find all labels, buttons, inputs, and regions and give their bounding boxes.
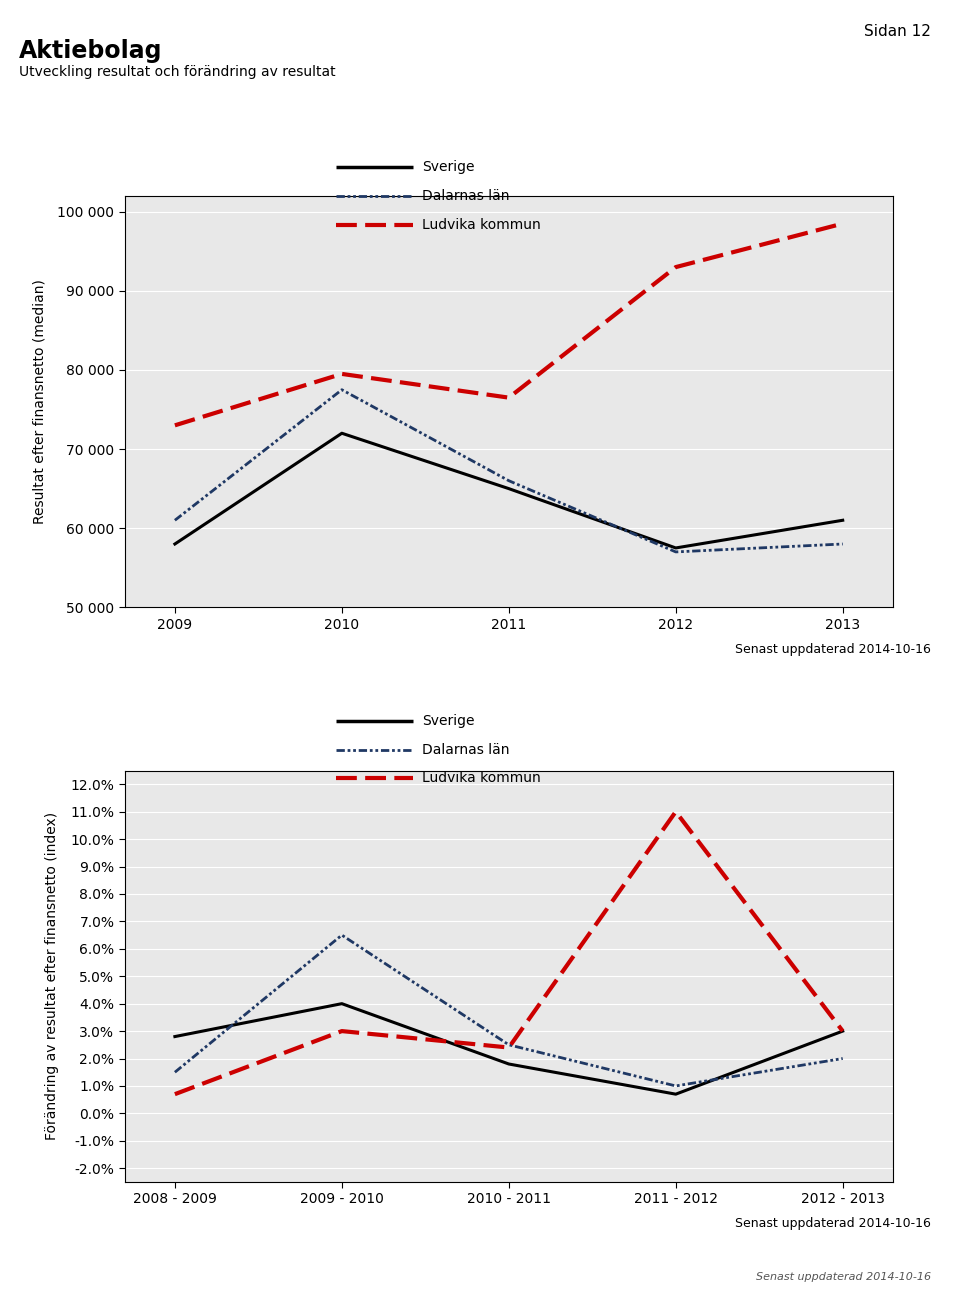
Text: Senast uppdaterad 2014-10-16: Senast uppdaterad 2014-10-16: [735, 1217, 931, 1230]
Text: Senast uppdaterad 2014-10-16: Senast uppdaterad 2014-10-16: [735, 643, 931, 656]
Text: Ludvika kommun: Ludvika kommun: [422, 218, 541, 231]
Y-axis label: Resultat efter finansnetto (median): Resultat efter finansnetto (median): [33, 279, 46, 524]
Y-axis label: Förändring av resultat efter finansnetto (index): Förändring av resultat efter finansnetto…: [45, 812, 60, 1140]
Text: Senast uppdaterad 2014-10-16: Senast uppdaterad 2014-10-16: [756, 1272, 931, 1282]
Text: Dalarnas län: Dalarnas län: [422, 743, 510, 756]
Text: Sverige: Sverige: [422, 161, 475, 174]
Text: Sidan 12: Sidan 12: [864, 24, 931, 38]
Text: Aktiebolag: Aktiebolag: [19, 39, 162, 63]
Text: Sverige: Sverige: [422, 714, 475, 727]
Text: Dalarnas län: Dalarnas län: [422, 189, 510, 202]
Text: Ludvika kommun: Ludvika kommun: [422, 772, 541, 785]
Text: Utveckling resultat och förändring av resultat: Utveckling resultat och förändring av re…: [19, 65, 336, 80]
